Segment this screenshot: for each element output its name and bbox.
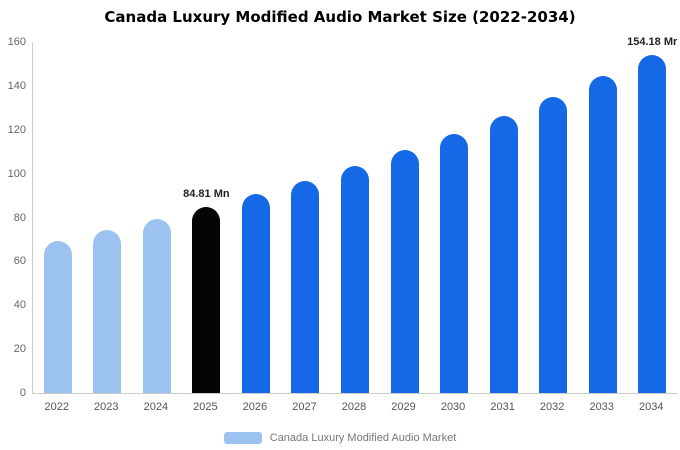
y-tick-label: 160 (7, 36, 26, 48)
bar-2034 (638, 54, 667, 393)
chart-title: Canada Luxury Modified Audio Market Size… (104, 8, 576, 26)
plot-area: 84.81 Mn 154.18 Mr (32, 36, 677, 394)
bar-2027 (291, 180, 320, 393)
x-tick-label-2028: 2028 (341, 401, 367, 413)
x-tick-label-2030: 2030 (440, 401, 466, 413)
x-tick-label-2023: 2023 (94, 401, 119, 413)
y-tick-label: 80 (13, 211, 26, 224)
bar-2030 (440, 133, 469, 393)
y-tick-label: 40 (13, 299, 26, 312)
y-tick-label: 100 (7, 167, 26, 180)
legend-label: Canada Luxury Modified Audio Market (269, 432, 457, 444)
x-tick-label-2032: 2032 (539, 401, 565, 413)
x-tick-label-2027: 2027 (292, 401, 317, 413)
bar-value-annotation: 154.18 Mr (627, 35, 678, 48)
bar-2031 (489, 115, 518, 393)
x-tick-label-2024: 2024 (143, 401, 169, 413)
x-tick-label-2022: 2022 (44, 401, 70, 413)
x-tick-label-2025: 2025 (193, 401, 218, 413)
x-tick-label-2034: 2034 (638, 401, 664, 413)
x-tick-label-2026: 2026 (242, 401, 268, 413)
bar-2033 (588, 76, 617, 393)
y-tick-label: 0 (19, 387, 26, 399)
bar-2026 (241, 194, 270, 393)
y-tick-label: 120 (7, 123, 26, 136)
y-tick-label: 140 (7, 79, 26, 92)
x-tick-label-2033: 2033 (589, 401, 614, 413)
x-tick-label-2029: 2029 (391, 401, 416, 413)
bar-2025 (192, 206, 221, 393)
bar-2024 (142, 218, 171, 393)
bar-2032 (539, 96, 568, 393)
bar-2022 (43, 240, 72, 393)
y-tick-label: 20 (13, 343, 26, 356)
bar-value-annotation: 84.81 Mn (183, 187, 230, 200)
y-tick-label: 60 (13, 255, 26, 268)
bar-2029 (390, 150, 419, 393)
bar-2023 (93, 230, 122, 393)
x-tick-label-2031: 2031 (490, 401, 515, 413)
legend: Canada Luxury Modified Audio Market (0, 432, 680, 444)
bar-2028 (341, 165, 369, 393)
legend-swatch (223, 432, 262, 444)
